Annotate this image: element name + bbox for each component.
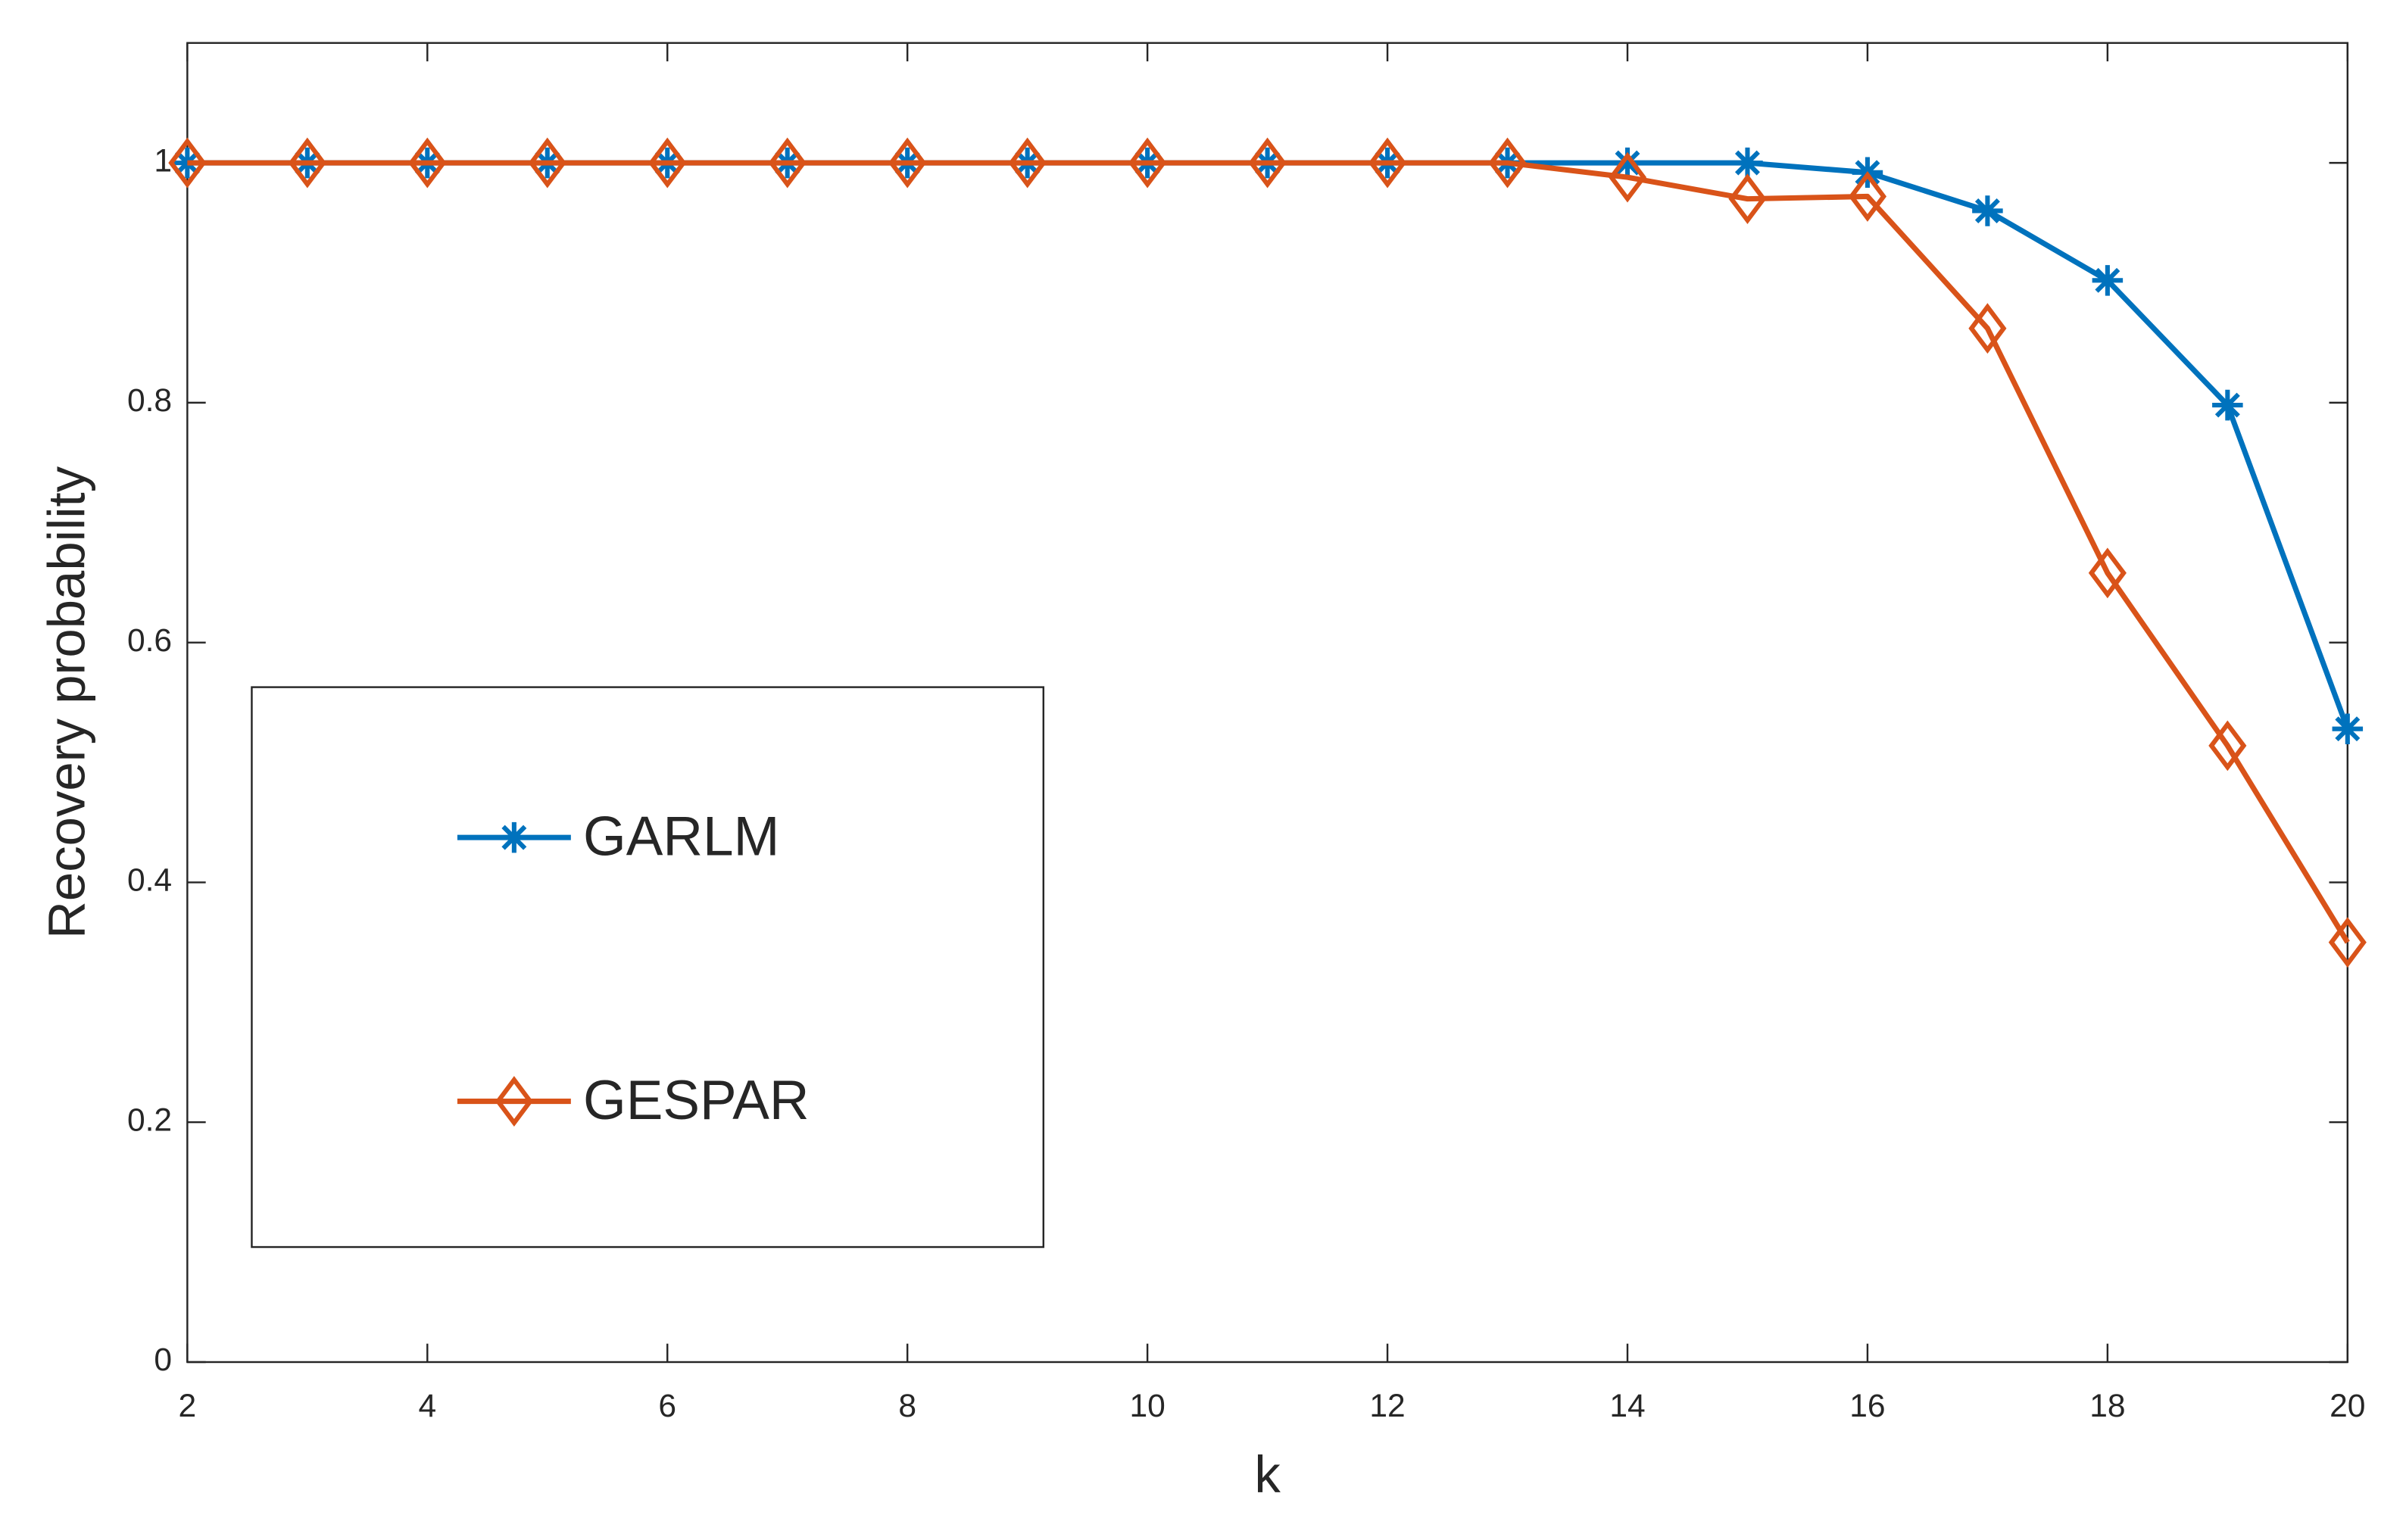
marker (2328, 917, 2367, 968)
x-axis-label: k (1254, 1445, 1281, 1504)
marker (1968, 303, 2007, 354)
x-tick-label: 18 (2089, 1388, 2125, 1424)
y-axis-label: Recovery probability (38, 466, 96, 939)
marker (1732, 147, 1763, 179)
marker (1368, 137, 1407, 189)
marker (1488, 137, 1527, 189)
marker (648, 137, 687, 189)
marker (2208, 720, 2247, 772)
marker (2332, 713, 2364, 744)
marker (168, 137, 207, 189)
marker (498, 821, 530, 853)
y-tick-label: 0.2 (127, 1102, 172, 1138)
y-tick-label: 0.8 (127, 382, 172, 419)
marker (1612, 147, 1643, 179)
x-tick-label: 20 (2330, 1388, 2365, 1424)
x-tick-label: 12 (1369, 1388, 1405, 1424)
marker (495, 1076, 533, 1127)
legend-box (251, 686, 1045, 1249)
marker (2092, 265, 2124, 296)
marker (1972, 195, 2003, 226)
y-tick-label: 0.6 (127, 622, 172, 659)
marker (1008, 137, 1047, 189)
y-tick-label: 0.4 (127, 862, 172, 899)
marker (2212, 389, 2243, 421)
x-tick-label: 16 (1849, 1388, 1885, 1424)
marker (2088, 547, 2127, 599)
marker (1728, 173, 1767, 225)
marker (1248, 137, 1287, 189)
x-tick-label: 4 (418, 1388, 436, 1424)
x-tick-label: 10 (1129, 1388, 1165, 1424)
x-tick-label: 8 (898, 1388, 916, 1424)
plot-frame (186, 42, 2349, 1364)
marker (888, 137, 927, 189)
marker (408, 137, 447, 189)
marker (1608, 151, 1647, 203)
y-tick-label: 0 (154, 1342, 172, 1378)
legend-label: GARLM (583, 806, 779, 867)
y-tick-label: 1 (154, 142, 172, 179)
x-tick-label: 14 (1609, 1388, 1645, 1424)
series-line (187, 160, 2350, 944)
legend-label: GESPAR (583, 1070, 810, 1131)
marker (528, 137, 566, 189)
marker (288, 137, 326, 189)
x-tick-label: 6 (658, 1388, 676, 1424)
x-tick-label: 2 (179, 1388, 197, 1424)
marker (768, 137, 807, 189)
marker (1128, 137, 1167, 189)
marker (1848, 171, 1887, 222)
